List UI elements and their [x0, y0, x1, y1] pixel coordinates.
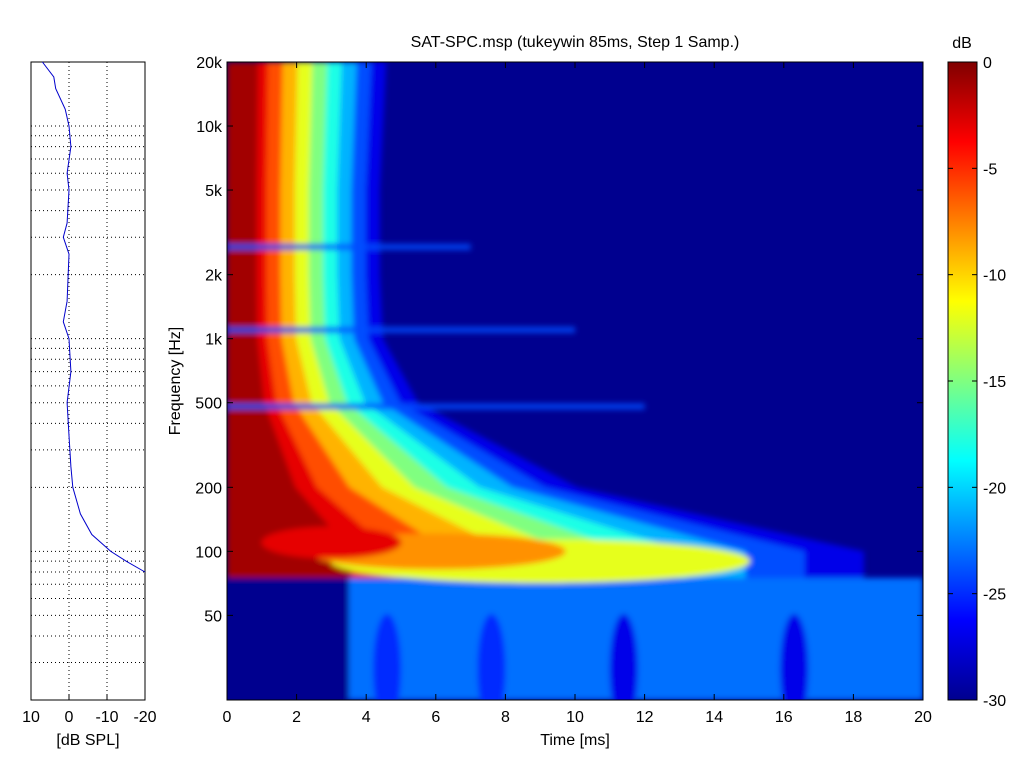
- resonance-streak: [227, 403, 645, 410]
- x-tick-label: 8: [501, 709, 510, 726]
- spectrogram-panel: SAT-SPC.msp (tukeywin 85ms, Step 1 Samp.…: [167, 34, 932, 749]
- y-tick-label: 20k: [196, 55, 223, 72]
- y-tick-label: 100: [195, 544, 222, 561]
- y-tick-label: 500: [195, 396, 222, 413]
- x-tick-label: 16: [775, 709, 793, 726]
- response-x-tick-label: 0: [65, 709, 74, 726]
- x-tick-label: 20: [914, 709, 932, 726]
- response-x-tick-label: -10: [95, 709, 118, 726]
- y-tick-label: 1k: [205, 332, 223, 349]
- low-frequency-notch: [609, 613, 638, 700]
- y-tick-label: 200: [195, 480, 222, 497]
- colorbar-label: dB: [952, 35, 972, 52]
- response-x-tick-label: 10: [22, 709, 40, 726]
- x-tick-label: 4: [362, 709, 371, 726]
- colorbar-tick-label: -20: [983, 480, 1006, 497]
- response-x-label: [dB SPL]: [56, 732, 119, 749]
- y-tick-label: 10k: [196, 119, 223, 136]
- x-tick-label: 12: [636, 709, 654, 726]
- bass-resonance-band: [261, 526, 402, 559]
- spectrogram-y-ticks: 50 100 200 500 1k 2k 5k 10k 20k: [195, 55, 923, 625]
- y-axis-label: Frequency [Hz]: [167, 327, 184, 435]
- colorbar-tick-label: -10: [983, 268, 1006, 285]
- spectrogram-x-ticks: 0 2 4 6 8 10 12 14 16 18 20: [223, 62, 932, 726]
- y-tick-label: 5k: [205, 183, 223, 200]
- low-frequency-notch: [373, 613, 402, 700]
- colorbar-tick-label: -15: [983, 374, 1006, 391]
- resonance-streak: [227, 243, 471, 250]
- x-tick-label: 0: [223, 709, 232, 726]
- x-tick-label: 14: [705, 709, 723, 726]
- frequency-response-panel: 10 0 -10 -20 [dB SPL]: [22, 61, 157, 749]
- spectrogram-image: [227, 62, 923, 700]
- x-tick-label: 6: [431, 709, 440, 726]
- colorbar-tick-label: 0: [983, 55, 992, 72]
- x-tick-label: 2: [292, 709, 301, 726]
- response-grid: [30, 61, 146, 700]
- response-curve: [42, 61, 146, 573]
- response-x-tick-label: -20: [133, 709, 156, 726]
- x-tick-label: 18: [845, 709, 863, 726]
- response-x-ticks: 10 0 -10 -20: [22, 695, 157, 726]
- chart-title: SAT-SPC.msp (tukeywin 85ms, Step 1 Samp.…: [411, 34, 740, 51]
- heatmap-layers: [227, 62, 923, 700]
- colorbar-tick-label: -5: [983, 161, 997, 178]
- colorbar-tick-label: -25: [983, 587, 1006, 604]
- colorbar-ticks: 0 -5 -10 -15 -20 -25 -30: [947, 55, 1006, 710]
- response-axes-box: [30, 61, 146, 701]
- resonance-streak: [227, 326, 575, 333]
- low-frequency-band: [227, 577, 349, 700]
- colorbar-tick-label: -30: [983, 693, 1006, 710]
- low-frequency-notch: [477, 613, 506, 700]
- low-frequency-notch: [780, 613, 809, 700]
- colorbar: dB 0 -5 -10 -15 -20 -25 -30: [947, 35, 1006, 710]
- x-axis-label: Time [ms]: [540, 732, 610, 749]
- y-tick-label: 50: [204, 608, 222, 625]
- y-tick-label: 2k: [205, 268, 223, 285]
- x-tick-label: 10: [566, 709, 584, 726]
